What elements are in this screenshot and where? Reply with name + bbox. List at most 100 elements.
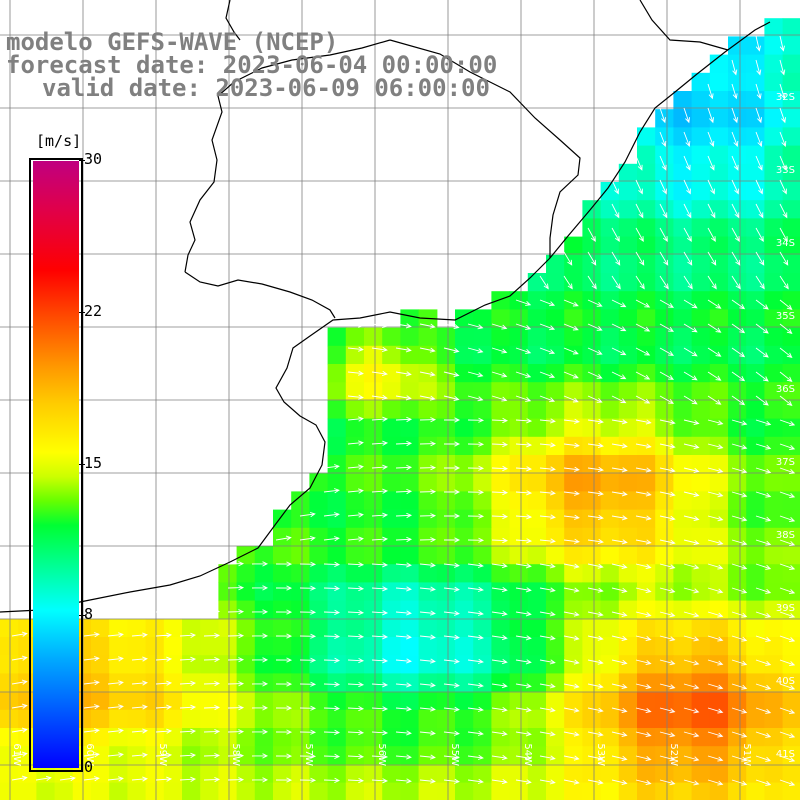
wind-speed-cell [673,655,693,674]
wind-vector [59,775,76,782]
wind-speed-cell [655,473,674,492]
wind-vector [683,515,700,522]
wind-vector [419,730,436,736]
wind-speed-cell [709,782,729,800]
wind-vector [227,609,245,615]
wind-vector [275,705,293,711]
wind-speed-cell [491,327,511,347]
wind-speed-cell [782,182,800,201]
wind-vector [611,179,619,195]
wind-vector [563,707,580,713]
wind-speed-cell [637,163,656,183]
wind-vector [659,563,676,570]
wind-speed-cell [764,728,784,747]
wind-speed-cell [145,618,165,638]
wind-vector [467,323,484,330]
wind-vector [371,778,389,784]
wind-speed-cell [218,600,238,620]
wind-speed-cell [618,364,638,383]
wind-vector [395,658,412,664]
wind-vector [635,419,652,425]
wind-vector [515,659,532,665]
wind-vector [539,395,556,403]
wind-speed-cell [691,72,711,92]
wind-vector [731,107,738,124]
wind-speed-cell [691,218,711,238]
wind-speed-cell [782,127,800,147]
wind-speed-cell [746,600,765,620]
wind-vector [563,538,580,544]
wind-vector [347,464,364,470]
wind-vector [491,417,509,424]
wind-speed-cell [509,418,529,438]
wind-vector [563,587,580,593]
wind-vector [755,227,764,243]
wind-speed-cell [782,473,800,492]
wind-vector [707,83,714,100]
wind-speed-cell [218,728,238,747]
wind-vector [467,489,485,495]
wind-speed-cell [564,637,583,656]
wind-speed-cell [345,509,365,529]
wind-speed-cell [673,491,693,511]
wind-vector [179,776,197,782]
wind-vector [467,754,484,760]
wind-speed-cell [527,618,547,638]
wind-speed-cell [546,746,565,765]
wind-speed-cell [345,473,365,492]
wind-speed-cell [709,728,729,747]
wind-speed-cell [709,746,729,765]
wind-speed-cell [109,618,128,638]
wind-speed-cell [400,436,420,456]
wind-speed-cell [600,618,620,638]
wind-vector [611,515,628,521]
wind-speed-cell [618,218,638,238]
wind-speed-cell [436,345,456,365]
wind-speed-cell [637,746,656,765]
wind-speed-cell [764,127,784,147]
wind-speed-cell [400,546,420,565]
wind-vector [563,755,580,761]
wind-vector [491,465,509,472]
wind-speed-cell [0,655,19,674]
wind-speed-cell [455,655,474,674]
wind-speed-cell [436,564,456,583]
wind-vector [395,536,413,543]
wind-vector [107,656,124,662]
wind-vector [491,587,508,593]
wind-vector [539,299,556,307]
border-line [184,271,336,319]
wind-speed-cell [127,655,147,674]
longitude-label: 51W [741,743,752,766]
wind-speed-cell [691,254,711,274]
wind-speed-cell [728,382,747,401]
wind-vector [587,563,604,569]
wind-speed-cell [564,509,583,529]
wind-speed-cell [546,291,565,310]
wind-speed-cell [291,600,310,620]
wind-vector [779,611,796,618]
wind-vector [659,659,676,666]
wind-vector [611,779,628,785]
colorbar-tickmark [79,160,85,161]
wind-speed-cell [418,327,438,347]
wind-vector [491,347,508,354]
wind-speed-cell [782,709,800,729]
wind-speed-cell [782,382,800,401]
wind-speed-cell [637,145,656,165]
wind-speed-cell [200,728,219,747]
border-line [389,39,581,258]
wind-vector [635,755,652,762]
wind-vector [635,323,651,332]
wind-speed-cell [546,600,565,620]
wind-vector [395,488,413,495]
wind-speed-cell [400,455,420,474]
wind-speed-cell [473,509,492,529]
wind-speed-cell [509,709,529,729]
wind-speed-cell [673,564,693,583]
wind-speed-cell [436,600,456,620]
wind-speed-cell [600,400,620,420]
wind-vector [707,107,714,124]
longitude-label: 56W [376,743,387,766]
wind-vector [611,347,627,356]
